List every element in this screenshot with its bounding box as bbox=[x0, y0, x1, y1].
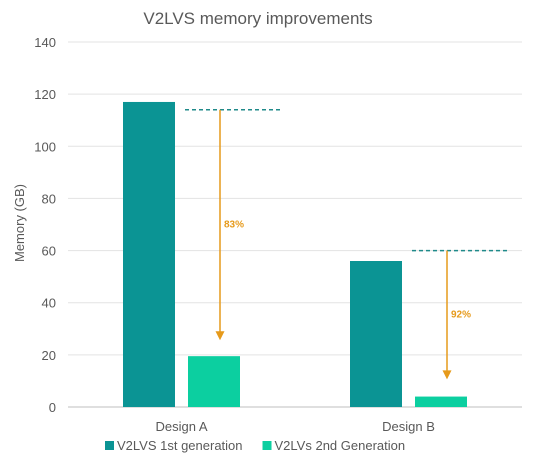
reduction-percent-label: 92% bbox=[451, 309, 471, 320]
y-tick-label: 100 bbox=[34, 139, 56, 154]
reduction-percent-label: 83% bbox=[224, 220, 244, 231]
legend-swatch bbox=[262, 441, 272, 450]
tick-labels: 0 20 40 60 80 100 120 140 Design A Design B bbox=[34, 35, 435, 434]
y-tick-label: 120 bbox=[34, 87, 56, 102]
y-tick-label: 80 bbox=[42, 191, 56, 206]
y-tick-label: 0 bbox=[49, 400, 56, 415]
annotations: 83% 92% bbox=[185, 109, 509, 380]
x-tick-label: Design B bbox=[382, 419, 435, 434]
bars bbox=[123, 101, 467, 407]
legend-label: V2LVs 2nd Generation bbox=[275, 438, 406, 453]
bar-design-b-series-1 bbox=[350, 261, 402, 407]
bar-design-a-series-1 bbox=[123, 101, 175, 407]
legend-label: V2LVS 1st generation bbox=[117, 438, 243, 453]
chart-title: V2LVS memory improvements bbox=[143, 9, 372, 28]
arrow-down-icon bbox=[215, 331, 225, 341]
bar-design-a-series-2 bbox=[188, 356, 240, 407]
y-tick-label: 40 bbox=[42, 296, 56, 311]
legend-swatch bbox=[105, 441, 114, 450]
legend: V2LVS 1st generation V2LVs 2nd Generation bbox=[105, 438, 405, 453]
y-tick-label: 140 bbox=[34, 35, 56, 50]
bar-design-b-series-2 bbox=[415, 396, 467, 407]
x-tick-label: Design A bbox=[155, 419, 207, 434]
arrow-down-icon bbox=[442, 370, 452, 380]
y-tick-label: 60 bbox=[42, 244, 56, 259]
y-axis-title: Memory (GB) bbox=[12, 184, 27, 262]
y-tick-label: 20 bbox=[42, 348, 56, 363]
